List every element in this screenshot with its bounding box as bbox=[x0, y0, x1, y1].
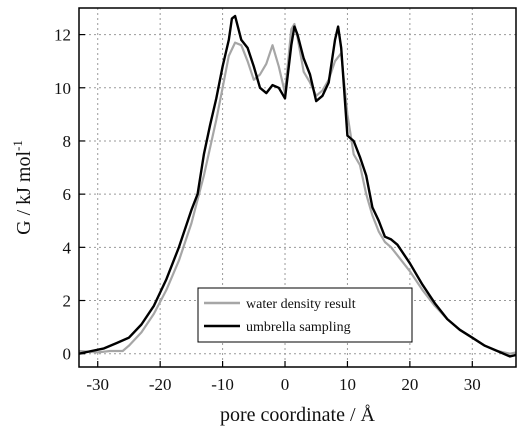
legend-label-water-density: water density result bbox=[246, 297, 356, 312]
y-tick-label: 2 bbox=[63, 292, 72, 311]
y-tick-label: 0 bbox=[63, 345, 72, 364]
axis-ticks: -30 -20 -10 0 10 20 30 0 2 4 6 8 10 12 bbox=[54, 26, 481, 394]
x-tick-label: 20 bbox=[401, 375, 418, 394]
x-tick-label: -10 bbox=[211, 375, 234, 394]
x-axis-title: pore coordinate / Å bbox=[220, 404, 375, 426]
y-axis-title-main: G / kJ mol bbox=[13, 151, 35, 235]
y-tick-label: 8 bbox=[63, 132, 72, 151]
x-tick-label: 30 bbox=[464, 375, 481, 394]
y-axis-title-superscript: -1 bbox=[10, 140, 25, 151]
legend-label-umbrella-sampling: umbrella sampling bbox=[246, 320, 351, 335]
series-lines bbox=[78, 14, 517, 358]
y-axis-title: G / kJ mol-1 bbox=[10, 140, 35, 235]
x-tick-label: -20 bbox=[149, 375, 172, 394]
x-tick-label: 10 bbox=[339, 375, 356, 394]
y-tick-label: 4 bbox=[63, 238, 72, 257]
x-tick-label: -30 bbox=[86, 375, 109, 394]
y-tick-label: 6 bbox=[63, 185, 72, 204]
plot-frame bbox=[78, 7, 517, 368]
legend: water density result umbrella sampling bbox=[197, 287, 413, 343]
legend-box bbox=[197, 287, 413, 343]
umbrella-sampling-line bbox=[78, 14, 517, 358]
y-tick-label: 10 bbox=[54, 79, 71, 98]
water-density-line bbox=[78, 22, 517, 355]
x-tick-label: 0 bbox=[281, 375, 290, 394]
y-tick-label: 12 bbox=[54, 26, 71, 45]
